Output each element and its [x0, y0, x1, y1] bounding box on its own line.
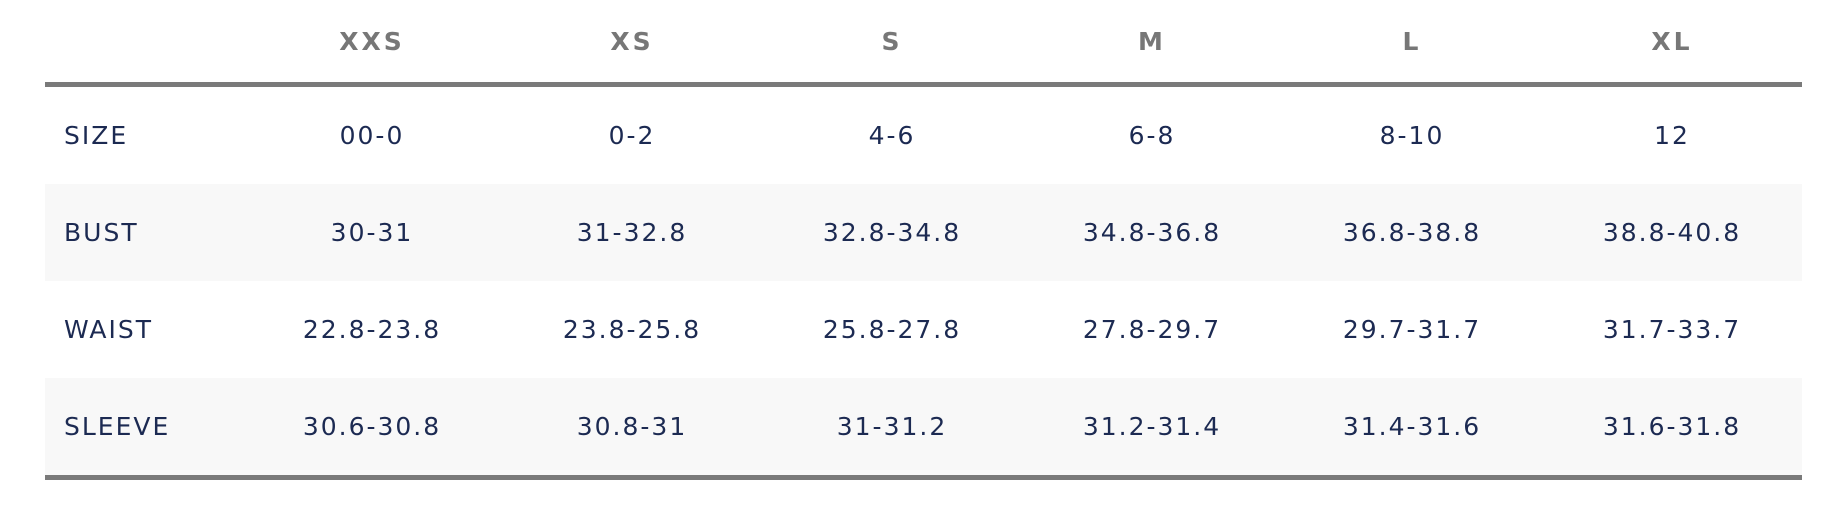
cell: 38.8-40.8	[1542, 184, 1802, 281]
cell: 31-31.2	[762, 378, 1022, 480]
size-table: XXS XS S M L XL SIZE 00-0 0-2 4-6 6-8 8-10 12 BUST 30…	[45, 0, 1802, 480]
cell: 29.7-31.7	[1342, 315, 1482, 344]
cell: 12	[1654, 121, 1690, 150]
cell: 31.2-31.4	[1022, 378, 1282, 480]
table-row: SLEEVE 30.6-30.8 30.8-31 31-31.2 31.2-31.4 31…	[45, 378, 1802, 480]
cell: 0-2	[608, 121, 656, 150]
column-header: L	[1282, 0, 1542, 87]
cell: 36.8-38.8	[1282, 184, 1542, 281]
column-header: XS	[502, 0, 762, 87]
column-header: XXS	[242, 0, 502, 87]
cell: 31.4-31.6	[1282, 378, 1542, 480]
cell: 4-6	[868, 121, 916, 150]
cell: 34.8-36.8	[1022, 184, 1282, 281]
row-label: SLEEVE	[45, 378, 242, 480]
cell: 00-0	[339, 121, 405, 150]
table-row: WAIST 22.8-23.8 23.8-25.8 25.8-27.8 27.8-29.…	[45, 281, 1802, 378]
row-label: SIZE	[64, 121, 129, 150]
cell: 8-10	[1379, 121, 1445, 150]
corner-cell	[45, 0, 242, 87]
column-header: XL	[1542, 0, 1802, 87]
cell: 27.8-29.7	[1082, 315, 1222, 344]
cell: 6-8	[1128, 121, 1176, 150]
cell: 32.8-34.8	[762, 184, 1022, 281]
cell: 22.8-23.8	[302, 315, 442, 344]
column-header: M	[1022, 0, 1282, 87]
size-chart: XXS XS S M L XL SIZE 00-0 0-2 4-6 6-8 8-10 12 BUST 30…	[45, 0, 1802, 480]
row-label: WAIST	[64, 315, 153, 344]
cell: 31-32.8	[502, 184, 762, 281]
row-label: BUST	[45, 184, 242, 281]
table-row: SIZE 00-0 0-2 4-6 6-8 8-10 12	[45, 85, 1802, 185]
cell: 30.6-30.8	[242, 378, 502, 480]
cell: 23.8-25.8	[562, 315, 702, 344]
cell: 31.6-31.8	[1542, 378, 1802, 480]
column-header: S	[762, 0, 1022, 87]
table-row: BUST 30-31 31-32.8 32.8-34.8 34.8-36.8 36.8-3…	[45, 184, 1802, 281]
cell: 30.8-31	[502, 378, 762, 480]
header-row: XXS XS S M L XL	[45, 0, 1802, 87]
cell: 30-31	[242, 184, 502, 281]
cell: 31.7-33.7	[1602, 315, 1742, 344]
cell: 25.8-27.8	[822, 315, 962, 344]
